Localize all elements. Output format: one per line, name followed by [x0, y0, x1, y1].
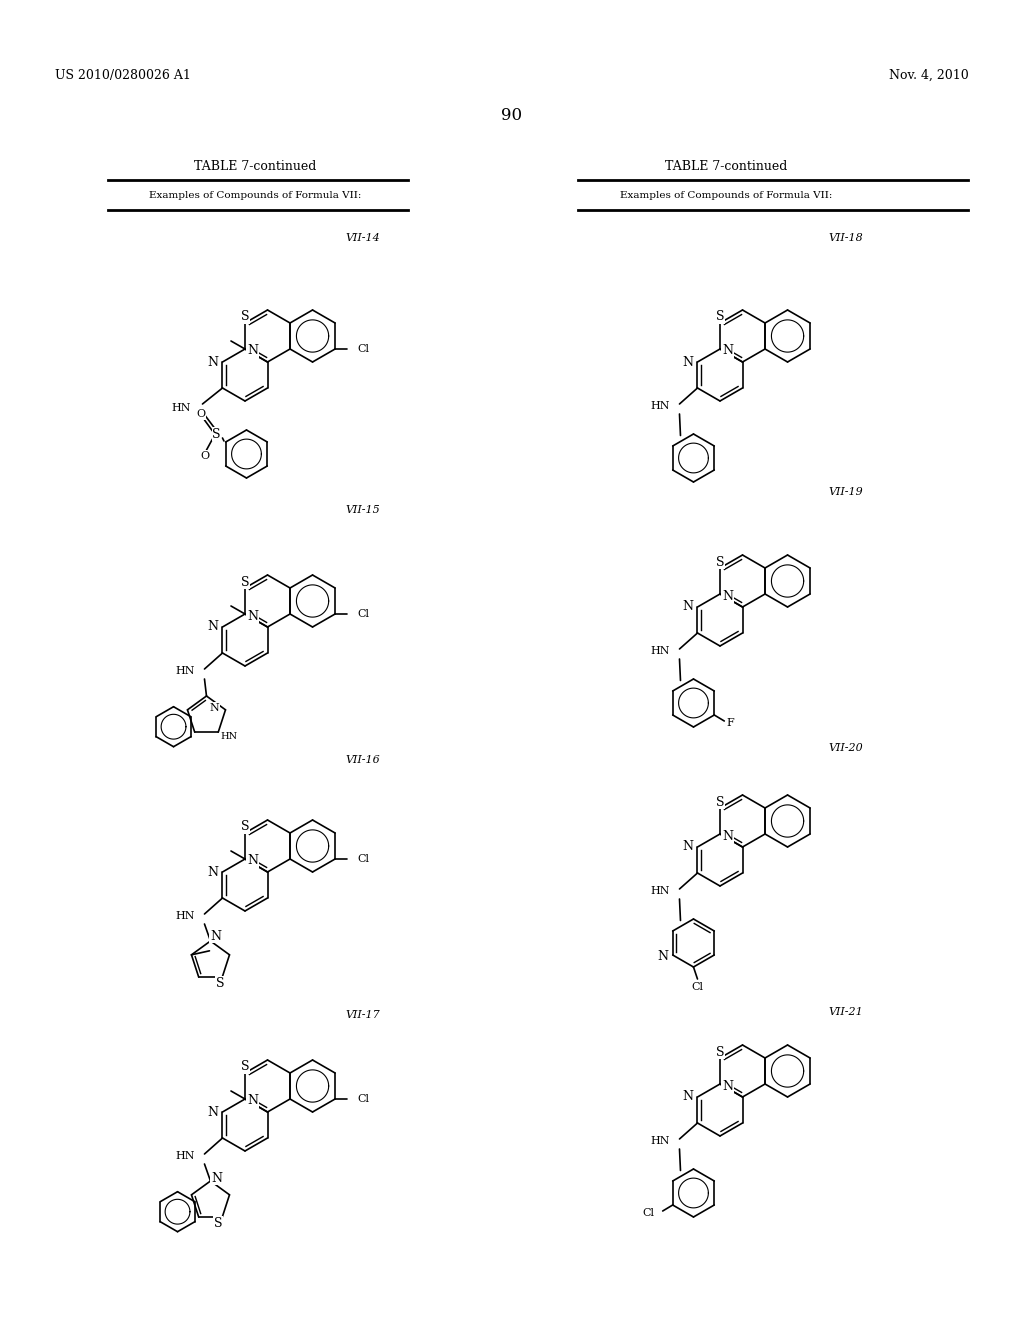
- Text: N: N: [208, 866, 218, 879]
- Text: HN: HN: [175, 1151, 195, 1162]
- Text: HN: HN: [650, 401, 670, 411]
- Text: S: S: [241, 821, 249, 833]
- Text: S: S: [716, 310, 724, 323]
- Text: S: S: [241, 310, 249, 323]
- Text: N: N: [247, 854, 258, 867]
- Text: 90: 90: [502, 107, 522, 124]
- Text: VII-21: VII-21: [828, 1007, 863, 1016]
- Text: N: N: [722, 829, 733, 842]
- Text: S: S: [214, 1217, 222, 1230]
- Text: N: N: [722, 1080, 733, 1093]
- Text: Cl: Cl: [643, 1208, 654, 1218]
- Text: HN: HN: [650, 886, 670, 896]
- Text: HN: HN: [175, 911, 195, 921]
- Text: N: N: [722, 345, 733, 358]
- Text: N: N: [247, 610, 258, 623]
- Text: VII-19: VII-19: [828, 487, 863, 498]
- Text: HN: HN: [650, 645, 670, 656]
- Text: Examples of Compounds of Formula VII:: Examples of Compounds of Formula VII:: [148, 191, 361, 201]
- Text: N: N: [208, 1106, 218, 1118]
- Text: HN: HN: [171, 403, 190, 413]
- Text: S: S: [716, 796, 724, 808]
- Text: N: N: [682, 1090, 693, 1104]
- Text: N: N: [682, 355, 693, 368]
- Text: S: S: [241, 1060, 249, 1073]
- Text: N: N: [210, 929, 221, 942]
- Text: S: S: [716, 1045, 724, 1059]
- Text: O: O: [200, 451, 209, 461]
- Text: N: N: [722, 590, 733, 602]
- Text: TABLE 7-continued: TABLE 7-continued: [665, 161, 787, 173]
- Text: S: S: [212, 428, 221, 441]
- Text: S: S: [216, 977, 224, 990]
- Text: TABLE 7-continued: TABLE 7-continued: [194, 161, 316, 173]
- Text: S: S: [241, 576, 249, 589]
- Text: S: S: [716, 556, 724, 569]
- Text: N: N: [657, 950, 669, 964]
- Text: N: N: [208, 355, 218, 368]
- Text: F: F: [726, 718, 734, 729]
- Text: N: N: [210, 702, 219, 713]
- Text: HN: HN: [650, 1137, 670, 1146]
- Text: N: N: [247, 1094, 258, 1107]
- Text: Examples of Compounds of Formula VII:: Examples of Compounds of Formula VII:: [620, 191, 833, 201]
- Text: VII-20: VII-20: [828, 743, 863, 752]
- Text: Cl: Cl: [357, 345, 369, 354]
- Text: US 2010/0280026 A1: US 2010/0280026 A1: [55, 69, 190, 82]
- Text: HN: HN: [175, 667, 195, 676]
- Text: N: N: [682, 841, 693, 854]
- Text: N: N: [682, 601, 693, 614]
- Text: N: N: [247, 345, 258, 358]
- Text: N: N: [208, 620, 218, 634]
- Text: HN: HN: [220, 731, 238, 741]
- Text: Cl: Cl: [357, 1094, 369, 1104]
- Text: O: O: [196, 409, 205, 418]
- Text: Cl: Cl: [357, 609, 369, 619]
- Text: VII-14: VII-14: [346, 234, 380, 243]
- Text: VII-18: VII-18: [828, 234, 863, 243]
- Text: Nov. 4, 2010: Nov. 4, 2010: [889, 69, 969, 82]
- Text: VII-16: VII-16: [346, 755, 380, 766]
- Text: VII-15: VII-15: [346, 506, 380, 515]
- Text: Cl: Cl: [691, 982, 703, 993]
- Text: VII-17: VII-17: [346, 1010, 380, 1020]
- Text: Cl: Cl: [357, 854, 369, 865]
- Text: N: N: [211, 1172, 222, 1184]
